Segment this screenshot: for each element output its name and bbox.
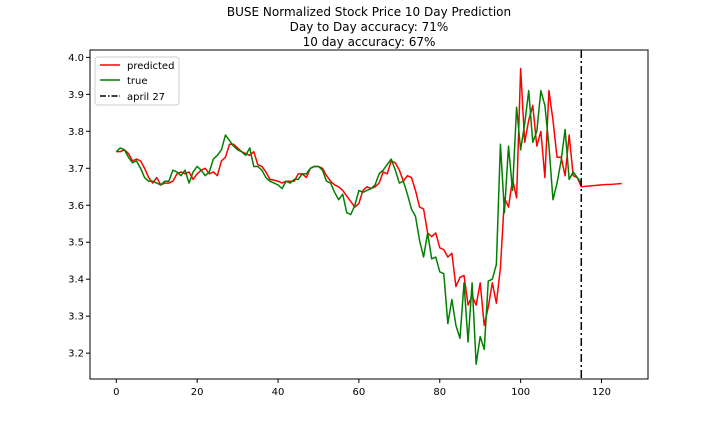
y-tick-label: 3.9 bbox=[68, 90, 84, 101]
series-line-predicted bbox=[116, 67, 622, 327]
legend-box bbox=[94, 56, 180, 106]
legend-label-true: true bbox=[127, 76, 148, 87]
chart-title-line-2: Day to Day accuracy: 71% bbox=[290, 20, 449, 34]
x-tick-label: 60 bbox=[353, 387, 366, 398]
chart-title-line-3: 10 day accuracy: 67% bbox=[303, 35, 436, 49]
x-tick-label: 120 bbox=[592, 387, 611, 398]
chart-title: BUSE Normalized Stock Price 10 Day Predi… bbox=[227, 5, 511, 49]
x-tick-label: 80 bbox=[433, 387, 446, 398]
axes-frame bbox=[89, 49, 649, 380]
plot-area: 0 20 40 60 80 100 120 3.2 3.3 3.4 3.5 3.6 3.7 3.8 3.9 4… bbox=[68, 49, 649, 398]
y-tick-label: 4.0 bbox=[68, 53, 84, 64]
y-tick-label: 3.5 bbox=[68, 238, 84, 249]
x-tick-label: 40 bbox=[272, 387, 285, 398]
y-tick-label: 3.3 bbox=[68, 312, 84, 323]
y-tick-label: 3.2 bbox=[68, 349, 84, 360]
x-tick-label: 0 bbox=[113, 387, 119, 398]
series-line-true bbox=[115, 89, 582, 365]
chart-title-line-1: BUSE Normalized Stock Price 10 Day Predi… bbox=[227, 5, 511, 19]
legend: predicted true april 27 bbox=[94, 56, 180, 106]
y-tick-label: 3.8 bbox=[68, 127, 84, 138]
x-tick-label: 100 bbox=[511, 387, 530, 398]
legend-label-april-27: april 27 bbox=[127, 92, 165, 103]
y-tick-label: 3.6 bbox=[68, 201, 84, 212]
legend-label-predicted: predicted bbox=[127, 61, 174, 72]
x-tick-label: 20 bbox=[191, 387, 204, 398]
y-tick-label: 3.7 bbox=[68, 164, 84, 175]
y-tick-label: 3.4 bbox=[68, 275, 84, 286]
